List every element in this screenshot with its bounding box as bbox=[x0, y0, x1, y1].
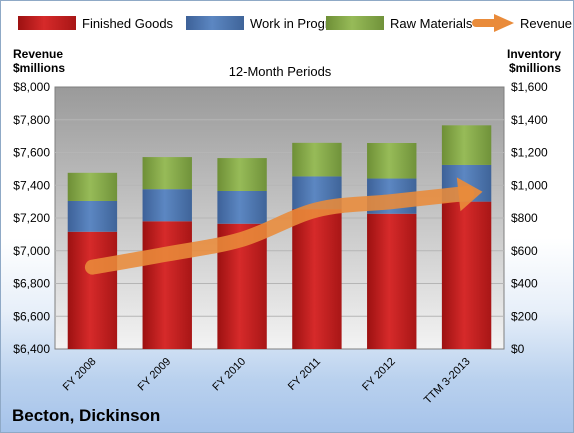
bar-finished-goods bbox=[441, 201, 492, 349]
bar-finished-goods bbox=[142, 221, 192, 349]
legend-swatch-raw-materials bbox=[326, 16, 384, 30]
left-tick-label: $7,800 bbox=[13, 113, 50, 127]
bar-raw-materials bbox=[217, 158, 267, 191]
legend: Finished Goods Work in Progress Raw Mate… bbox=[18, 14, 572, 32]
bar-finished-goods bbox=[292, 209, 342, 349]
company-name: Becton, Dickinson bbox=[12, 406, 160, 425]
left-tick-label: $7,200 bbox=[13, 211, 50, 225]
left-tick-label: $8,000 bbox=[13, 80, 50, 94]
left-tick-label: $7,600 bbox=[13, 146, 50, 160]
legend-item-revenue: Revenue bbox=[472, 14, 572, 32]
bar-raw-materials bbox=[142, 157, 192, 190]
legend-swatch-work-in-progress bbox=[186, 16, 244, 30]
right-tick-label: $1,200 bbox=[511, 146, 548, 160]
left-tick-label: $6,800 bbox=[13, 277, 50, 291]
left-tick-label: $6,600 bbox=[13, 309, 50, 323]
x-axis-ticks: FY 2008 FY 2009 FY 2010 FY 2011 FY 2012 TTM 3… bbox=[61, 356, 473, 407]
legend-item-work-in-progress: Work in Progress bbox=[186, 16, 350, 31]
left-tick-label: $7,400 bbox=[13, 178, 50, 192]
legend-item-raw-materials: Raw Materials bbox=[326, 16, 473, 31]
right-tick-label: $200 bbox=[511, 309, 538, 323]
left-tick-label: $7,000 bbox=[13, 244, 50, 258]
bar-work-in-progress bbox=[67, 200, 118, 232]
chart-title: 12-Month Periods bbox=[229, 64, 332, 79]
revenue-arrowhead bbox=[456, 177, 483, 212]
x-tick-label: TTM 3-2013 bbox=[422, 356, 473, 407]
bar-raw-materials bbox=[292, 142, 342, 177]
bar-finished-goods bbox=[67, 231, 118, 349]
legend-label-work-in-progress: Work in Progress bbox=[250, 16, 350, 31]
legend-label-revenue: Revenue bbox=[520, 16, 572, 31]
legend-arrowhead-revenue bbox=[494, 14, 514, 32]
x-tick-label: FY 2010 bbox=[210, 356, 248, 394]
right-axis-title-line2: $millions bbox=[509, 61, 561, 75]
x-tick-label: FY 2011 bbox=[286, 356, 323, 393]
bar-raw-materials bbox=[367, 143, 417, 179]
right-axis-title-line1: Inventory bbox=[507, 47, 561, 61]
x-tick-label: FY 2008 bbox=[61, 356, 99, 394]
legend-label-raw-materials: Raw Materials bbox=[390, 16, 473, 31]
legend-item-finished-goods: Finished Goods bbox=[18, 16, 174, 31]
left-tick-label: $6,400 bbox=[13, 342, 50, 356]
right-tick-label: $1,600 bbox=[511, 80, 548, 94]
right-tick-label: $800 bbox=[511, 211, 538, 225]
bar-raw-materials bbox=[67, 172, 118, 201]
bar-finished-goods bbox=[367, 213, 417, 349]
right-tick-label: $0 bbox=[511, 342, 525, 356]
right-tick-label: $1,000 bbox=[511, 178, 548, 192]
bars bbox=[67, 125, 492, 349]
right-tick-label: $600 bbox=[511, 244, 538, 258]
right-axis-ticks: $0 $200 $400 $600 $800 $1,000 $1,200 $1,400 $1,6… bbox=[511, 80, 548, 356]
bar-work-in-progress bbox=[142, 189, 192, 222]
left-axis-title-line2: $millions bbox=[13, 61, 65, 75]
legend-swatch-finished-goods bbox=[18, 16, 76, 30]
revenue-line-path bbox=[84, 185, 475, 275]
bar-work-in-progress bbox=[217, 190, 267, 224]
x-tick-label: FY 2012 bbox=[360, 356, 398, 394]
left-axis-ticks: $6,400 $6,600 $6,800 $7,000 $7,200 $7,400 $7,6… bbox=[13, 80, 50, 356]
left-axis-title-line1: Revenue bbox=[13, 47, 63, 61]
right-tick-label: $400 bbox=[511, 277, 538, 291]
revenue-line bbox=[84, 177, 483, 275]
legend-label-finished-goods: Finished Goods bbox=[82, 16, 174, 31]
x-tick-label: FY 2009 bbox=[136, 356, 174, 394]
right-tick-label: $1,400 bbox=[511, 113, 548, 127]
bar-raw-materials bbox=[441, 125, 492, 165]
